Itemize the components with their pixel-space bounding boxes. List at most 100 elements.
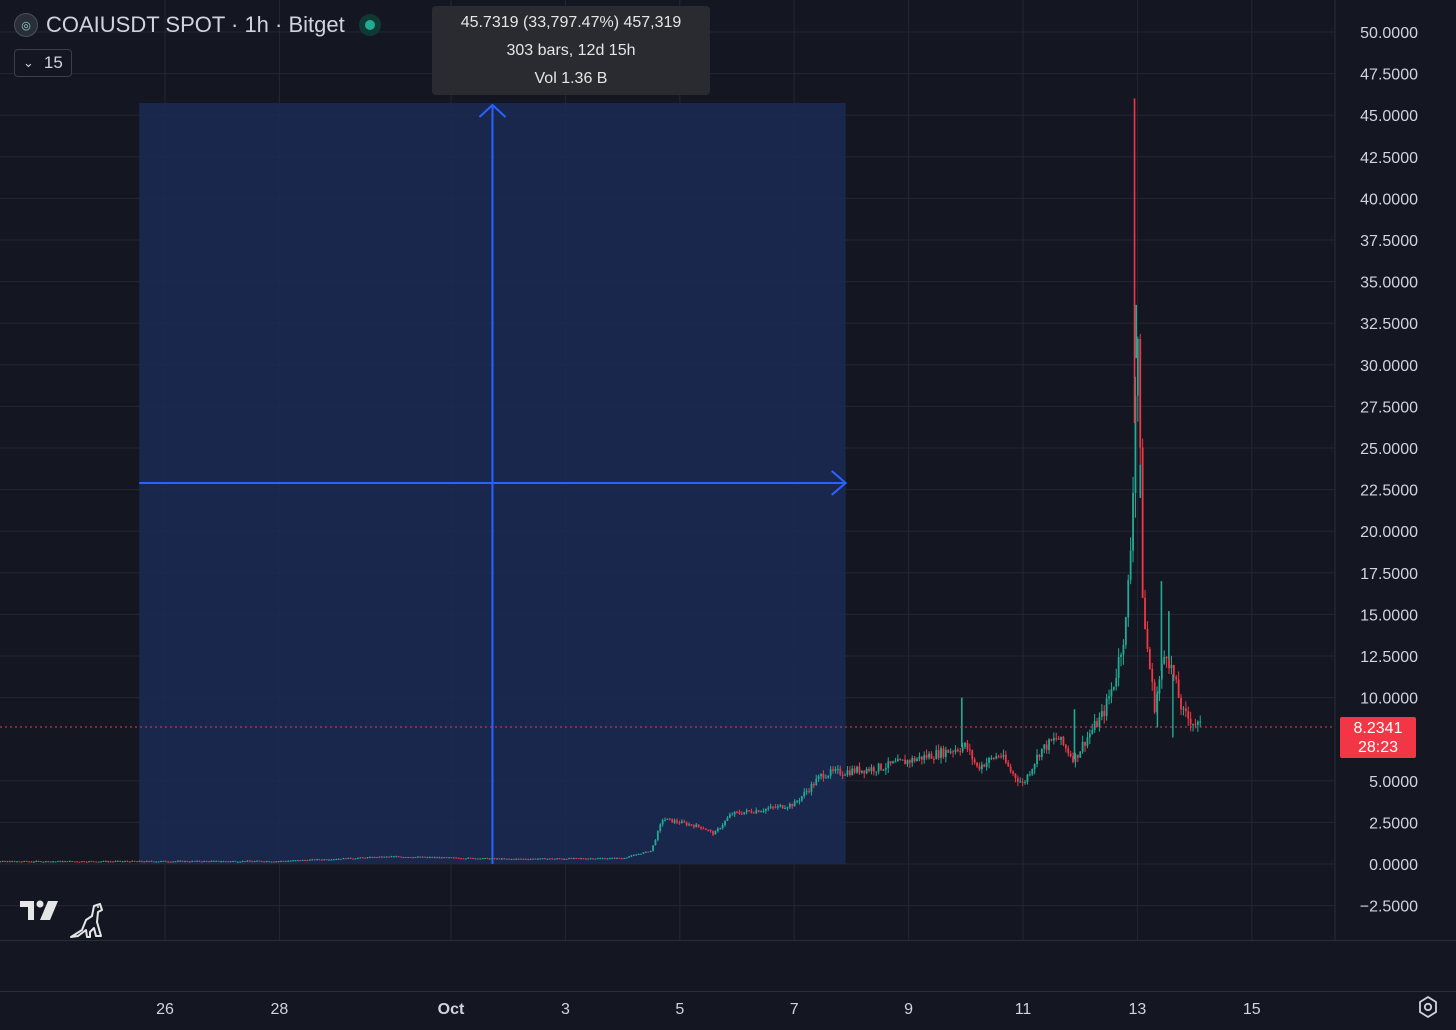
- y-tick-label: 50.0000: [1360, 25, 1418, 42]
- candle-body: [935, 750, 938, 760]
- candle-body: [28, 861, 30, 863]
- x-tick-label: 9: [904, 1001, 913, 1018]
- candle-body: [1189, 718, 1192, 725]
- measure-change: 45.7319 (33,797.47%) 457,319: [460, 13, 682, 31]
- candle-body: [560, 858, 563, 860]
- candle-body: [630, 855, 633, 857]
- candle-body: [887, 761, 890, 769]
- candle-body: [1163, 656, 1166, 664]
- candle-body: [791, 803, 794, 807]
- candle-body: [1081, 741, 1084, 752]
- candle-body: [1199, 721, 1202, 723]
- candle-body: [899, 759, 902, 761]
- candle-body: [820, 774, 822, 777]
- y-tick-label: 30.0000: [1360, 358, 1418, 375]
- candle-body: [695, 824, 698, 828]
- y-tick-label: 42.5000: [1360, 150, 1418, 167]
- candle-body: [829, 769, 832, 776]
- candle-body: [1110, 689, 1113, 697]
- candle-body: [301, 860, 304, 862]
- candle-body: [659, 824, 662, 831]
- candle-body: [618, 857, 621, 859]
- candle-body: [304, 860, 306, 862]
- candle-body: [476, 858, 479, 860]
- candle-body: [1036, 754, 1038, 765]
- candle-body: [858, 766, 861, 773]
- candle-body: [872, 767, 875, 772]
- candle-body: [402, 856, 405, 858]
- candle-body: [450, 857, 453, 859]
- dino-icon[interactable]: [68, 900, 106, 940]
- candle-body: [116, 860, 119, 862]
- candle-body: [505, 858, 508, 860]
- candle-body: [784, 808, 786, 810]
- candle-body: [678, 822, 681, 824]
- candle-body: [800, 796, 803, 801]
- candle-body: [889, 761, 892, 764]
- candle-body: [604, 858, 606, 860]
- x-tick-label: 13: [1129, 1001, 1147, 1018]
- candle-body: [1052, 738, 1055, 741]
- tradingview-logo-icon[interactable]: [18, 898, 62, 924]
- candle-body: [956, 749, 959, 752]
- candle-body: [817, 776, 820, 779]
- x-tick-label: 26: [156, 1001, 174, 1018]
- time-scale-strip[interactable]: [0, 940, 1456, 992]
- candle-body: [306, 860, 309, 862]
- candle-body: [942, 748, 945, 757]
- candle-body: [241, 861, 244, 863]
- symbol-header[interactable]: ◎ COAIUSDT SPOT · 1h · Bitget: [14, 12, 381, 38]
- candle-body: [1148, 649, 1151, 669]
- candle-body: [796, 801, 798, 803]
- candle-body: [400, 856, 402, 858]
- candle-body: [37, 860, 40, 862]
- candle-body: [244, 861, 246, 863]
- indicators-collapse-button[interactable]: ⌄ 15: [14, 49, 72, 77]
- candle-body: [443, 857, 446, 859]
- y-tick-label: −2.5000: [1360, 899, 1418, 916]
- candle-body: [172, 861, 174, 863]
- candle-body: [788, 803, 791, 808]
- candle-body: [1182, 708, 1185, 710]
- candle-body: [1014, 773, 1017, 779]
- candle-body: [1060, 736, 1062, 740]
- candle-body: [229, 861, 232, 863]
- candle-body: [983, 764, 986, 767]
- candle-body: [397, 856, 400, 858]
- candle-body: [176, 860, 179, 862]
- candle-body: [284, 861, 287, 863]
- candle-body: [1146, 628, 1149, 650]
- candle-body: [76, 861, 78, 863]
- candle-body: [736, 811, 738, 813]
- candle-body: [1194, 724, 1197, 726]
- candle-body: [1129, 550, 1132, 580]
- candle-body: [762, 810, 765, 812]
- candle-body: [769, 806, 772, 809]
- candle-body: [217, 860, 220, 862]
- y-tick-label: 12.5000: [1360, 649, 1418, 666]
- settings-gear-icon[interactable]: [1416, 995, 1440, 1019]
- candle-body: [270, 861, 273, 863]
- y-tick-label: 5.0000: [1369, 774, 1418, 791]
- candle-body: [1132, 492, 1134, 551]
- candle-body: [148, 860, 150, 862]
- candle-body: [1012, 771, 1014, 774]
- candle-body: [527, 859, 530, 861]
- candle-body: [121, 861, 124, 863]
- candle-body: [988, 757, 990, 763]
- candle-body: [196, 860, 198, 862]
- candle-body: [467, 857, 470, 859]
- candle-body: [496, 858, 498, 860]
- candle-body: [328, 859, 330, 861]
- candle-body: [208, 861, 210, 863]
- candle-body: [990, 757, 993, 759]
- candle-body: [834, 769, 837, 771]
- market-status-icon[interactable]: [358, 14, 381, 36]
- symbol-title[interactable]: COAIUSDT SPOT · 1h · Bitget: [46, 12, 345, 37]
- candle-body: [359, 857, 362, 859]
- candle-body: [407, 856, 410, 858]
- candle-body: [138, 860, 141, 862]
- candle-body: [1127, 579, 1130, 618]
